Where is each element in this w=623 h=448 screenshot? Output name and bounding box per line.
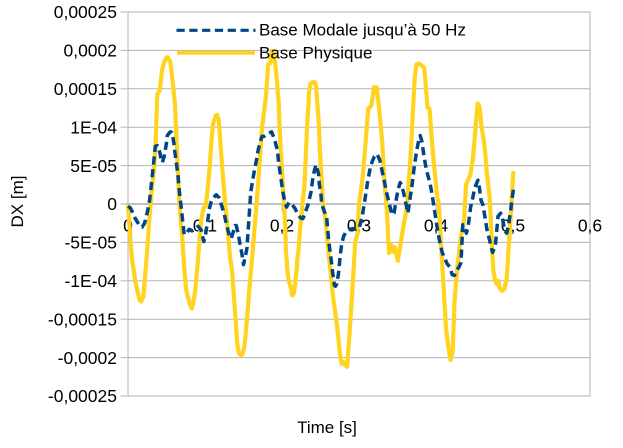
svg-text:0,00025: 0,00025	[54, 2, 117, 22]
svg-text:0,00015: 0,00015	[54, 79, 117, 99]
svg-text:0,0002: 0,0002	[63, 41, 117, 61]
svg-text:0,6: 0,6	[578, 216, 602, 236]
svg-text:-0,00025: -0,00025	[48, 386, 117, 406]
svg-text:DX [m]: DX [m]	[8, 176, 27, 228]
svg-text:Base Physique: Base Physique	[259, 44, 372, 63]
svg-text:Time [s]: Time [s]	[297, 418, 357, 437]
svg-text:-0,0002: -0,0002	[58, 348, 117, 368]
svg-text:0: 0	[107, 194, 117, 214]
svg-text:-0,00015: -0,00015	[48, 309, 117, 329]
svg-text:1E-04: 1E-04	[70, 117, 117, 137]
svg-text:-5E-05: -5E-05	[64, 233, 117, 253]
svg-text:5E-05: 5E-05	[70, 156, 117, 176]
svg-text:-1E-04: -1E-04	[64, 271, 117, 291]
svg-text:Base Modale jusqu’à 50 Hz: Base Modale jusqu’à 50 Hz	[259, 21, 466, 40]
svg-text:0,2: 0,2	[270, 216, 294, 236]
